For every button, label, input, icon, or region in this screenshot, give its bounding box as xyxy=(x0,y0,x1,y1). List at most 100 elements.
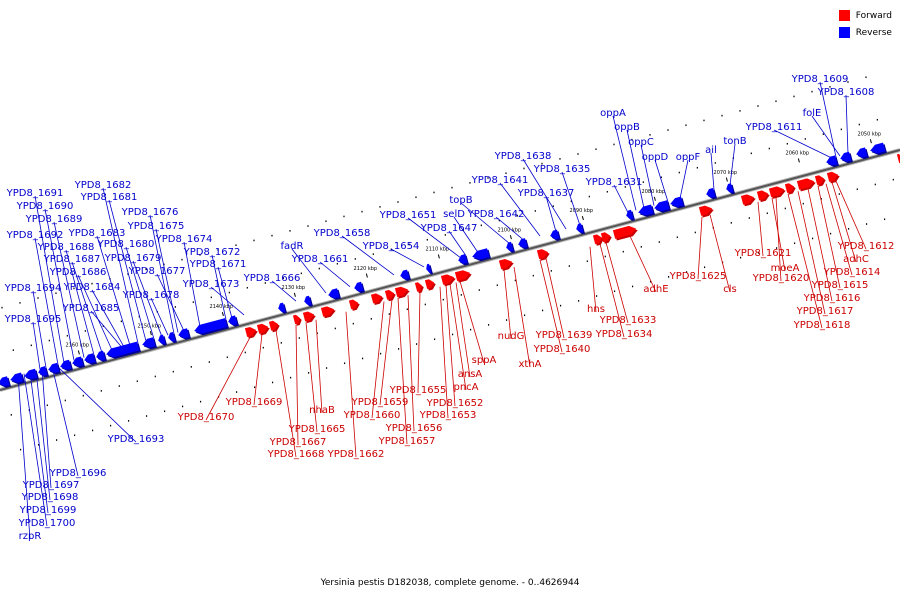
guide-dot xyxy=(534,210,536,212)
reverse-gene-body xyxy=(84,353,96,364)
guide-dot xyxy=(606,190,608,193)
guide-dot xyxy=(660,176,662,179)
leader-line xyxy=(407,295,415,432)
leader-line xyxy=(51,366,79,477)
reverse-gene xyxy=(168,332,177,344)
guide-dot xyxy=(642,181,644,183)
reverse-gene xyxy=(178,328,191,340)
reverse-gene-body xyxy=(38,366,48,376)
guide-dot xyxy=(55,292,57,295)
forward-gene-body xyxy=(256,323,269,334)
leader-line xyxy=(217,266,233,319)
leader-line xyxy=(345,311,357,458)
gene-label: ansA xyxy=(458,369,483,380)
gene-label: YPD8_1674 xyxy=(155,234,213,245)
leader-line xyxy=(44,208,75,361)
reverse-gene xyxy=(670,196,685,209)
leader-line xyxy=(817,185,841,289)
reverse-gene xyxy=(278,302,287,314)
guide-dot xyxy=(559,158,561,160)
gene-label: YPD8_1642 xyxy=(467,209,525,220)
guide-dot xyxy=(264,282,266,284)
guide-dot xyxy=(793,242,796,245)
forward-gene xyxy=(424,279,436,291)
gene-label: YPD8_1617 xyxy=(796,306,854,317)
leader-line xyxy=(108,199,147,342)
gene-label: YPD8_1693 xyxy=(107,434,165,445)
guide-dot xyxy=(300,272,302,275)
leader-line xyxy=(211,254,227,320)
guide-dot xyxy=(145,415,148,417)
label-leader-lines xyxy=(17,81,867,540)
forward-gene xyxy=(814,175,826,187)
forward-gene-body xyxy=(370,293,383,304)
gene-label: YPD8_1677 xyxy=(128,266,186,277)
genome-axis xyxy=(0,148,900,392)
guide-dot xyxy=(325,367,328,369)
tick-mark xyxy=(437,254,440,259)
tick-mark xyxy=(725,177,728,182)
leader-line xyxy=(545,195,557,232)
leader-line xyxy=(32,321,41,370)
gene-label: oppF xyxy=(676,152,701,163)
tick-mark xyxy=(581,215,584,221)
guide-dot xyxy=(127,420,130,422)
gene-label: YPD8_1699 xyxy=(19,505,77,516)
guide-dot xyxy=(343,362,346,365)
tick-mark xyxy=(509,235,512,240)
reverse-gene xyxy=(726,183,735,195)
forward-gene xyxy=(698,205,714,218)
forward-gene-body xyxy=(536,249,549,260)
tick-label: 2060 kbp xyxy=(786,151,810,157)
guide-dot xyxy=(408,243,410,246)
guide-dot xyxy=(190,366,192,368)
guide-dot xyxy=(757,105,759,107)
gene-label: YPD8_1634 xyxy=(595,329,653,340)
guide-dot xyxy=(127,273,129,275)
guide-dot xyxy=(181,405,184,408)
gene-label: YPD8_1700 xyxy=(18,518,76,529)
guide-dot xyxy=(235,391,238,393)
guide-dot xyxy=(865,76,867,79)
gene-label: YPD8_1679 xyxy=(104,253,162,264)
guide-dot xyxy=(568,265,570,267)
forward-gene-body xyxy=(896,153,900,164)
guide-dot xyxy=(426,238,428,241)
guide-dot xyxy=(822,133,824,135)
guide-dot xyxy=(487,324,490,326)
guide-dot xyxy=(154,375,156,378)
reverse-gene-body xyxy=(10,372,24,383)
gene-label: YPD8_1660 xyxy=(343,410,401,421)
guide-dot xyxy=(487,177,489,179)
leader-line xyxy=(305,322,318,433)
gene-label: YPD8_1668 xyxy=(267,449,325,460)
forward-gene xyxy=(384,289,396,302)
guide-dot xyxy=(102,325,104,327)
legend-reverse: Reverse xyxy=(838,27,892,38)
reverse-gene xyxy=(472,248,491,262)
forward-gene xyxy=(784,183,796,195)
guide-dot xyxy=(739,256,742,259)
gene-label: YPD8_1651 xyxy=(379,210,437,221)
gene-label: oppA xyxy=(600,108,626,119)
guide-dot xyxy=(46,404,48,407)
forward-gene-body xyxy=(320,306,335,317)
guide-dot xyxy=(424,303,426,306)
tick-mark xyxy=(149,331,152,336)
leader-line xyxy=(315,319,323,414)
guide-dot xyxy=(100,390,102,392)
leader-line xyxy=(275,330,297,458)
forward-gene xyxy=(536,249,550,261)
guide-dot xyxy=(91,282,93,285)
guide-dot xyxy=(856,188,858,191)
guide-dot xyxy=(172,370,174,373)
tick-label: 2110 kbp xyxy=(426,247,450,253)
reverse-gene-body xyxy=(654,200,670,212)
leader-line xyxy=(407,217,461,258)
reverse-gene xyxy=(506,241,515,253)
gene-label: YPD8_1681 xyxy=(80,192,138,203)
legend-forward: Forward xyxy=(838,10,892,21)
legend-forward-label: Forward xyxy=(855,10,892,21)
leader-line xyxy=(459,281,485,364)
